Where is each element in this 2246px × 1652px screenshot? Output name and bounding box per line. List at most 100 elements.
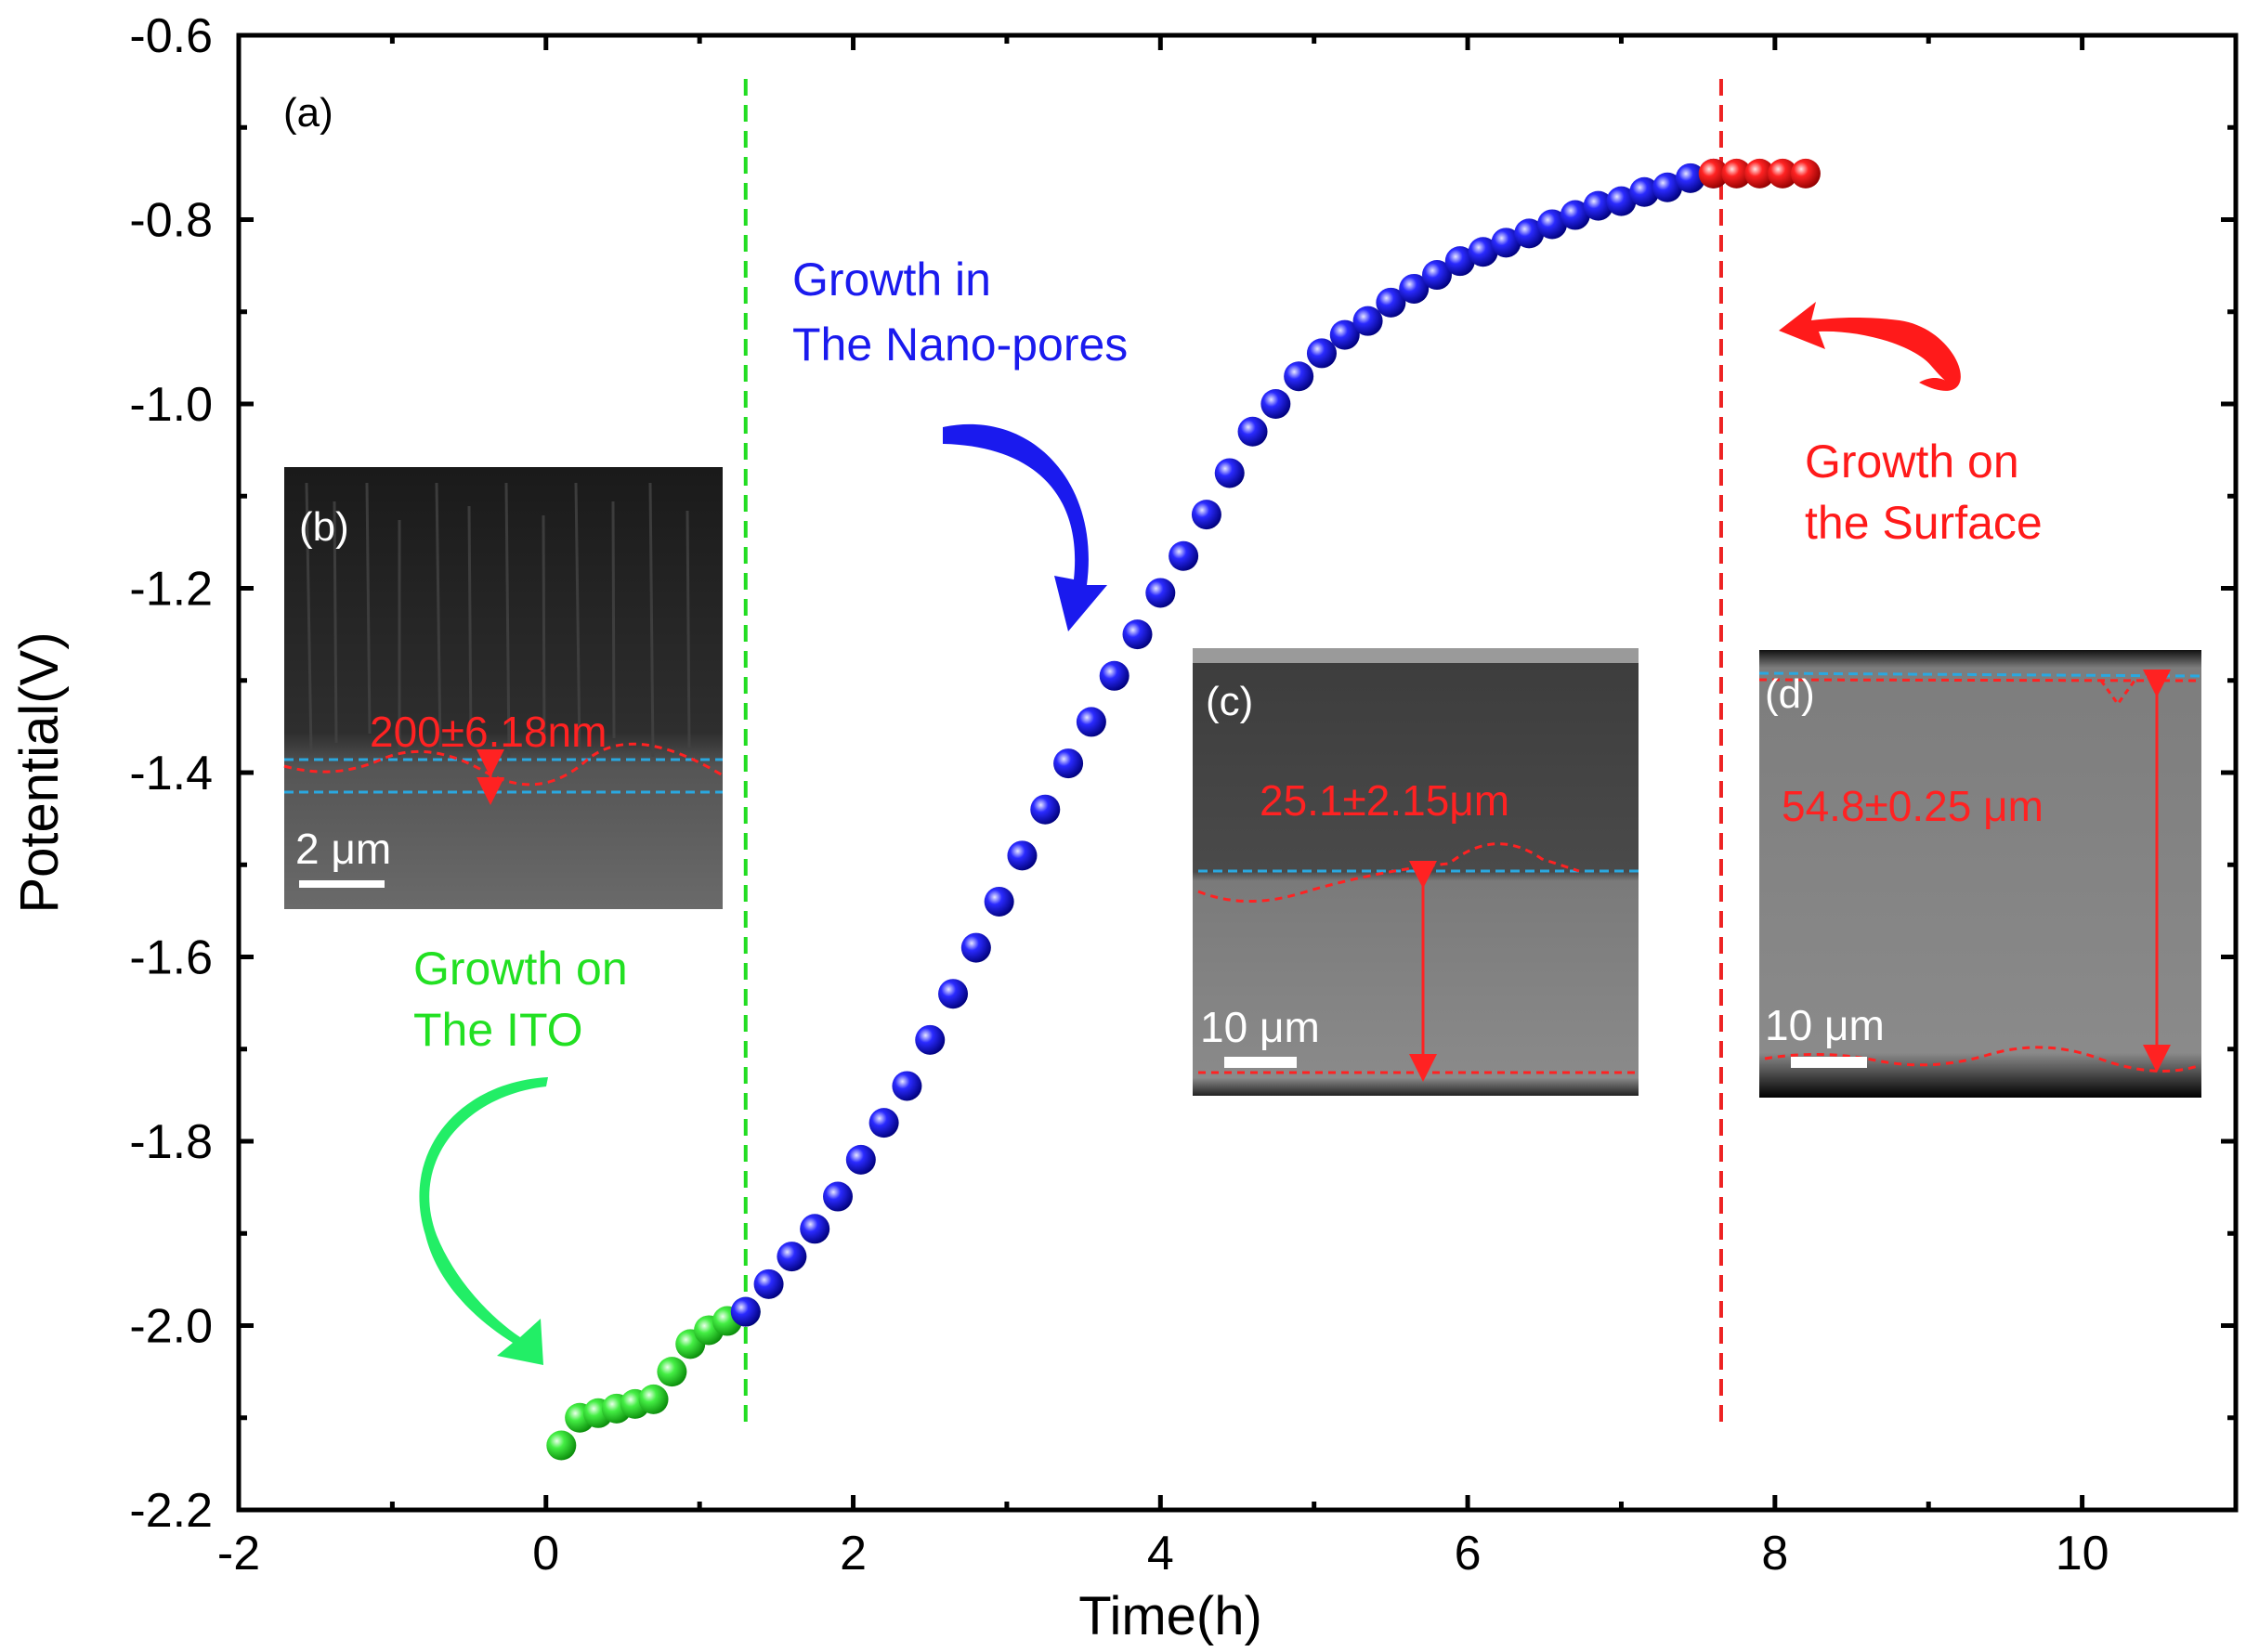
data-point [1306, 338, 1337, 369]
y-tick-label: -1.8 [129, 1115, 213, 1169]
inset-c-top-strip [1193, 648, 1639, 663]
inset-b-texture [305, 482, 691, 758]
data-point [823, 1181, 853, 1212]
panel-label-a: (a) [283, 90, 333, 136]
data-point [1629, 176, 1660, 207]
data-point [892, 1071, 922, 1101]
inset-c: (c) 25.1±2.15μm 10 μm [1193, 648, 1639, 1096]
y-tick-label: -1.2 [129, 563, 213, 617]
inset-b: (b) 200±6.18nm 2 μm [283, 467, 724, 909]
data-point [657, 1357, 687, 1387]
data-point [1468, 237, 1498, 267]
data-point [638, 1384, 669, 1414]
data-point [777, 1242, 807, 1272]
annotation-ito-line2: The ITO [413, 1004, 582, 1056]
data-point [1099, 660, 1130, 691]
data-point [546, 1430, 577, 1461]
inset-d-red-bottom [1764, 1046, 2199, 1073]
surface-arrow [1779, 302, 1961, 391]
series-2 [1698, 158, 1821, 189]
data-point [1422, 260, 1452, 291]
inset-d-scale-bar [1791, 1057, 1867, 1068]
annotation-ito-line1: Growth on [413, 943, 628, 995]
nano-pores-arrow [943, 423, 1107, 631]
data-point [984, 886, 1014, 917]
x-tick-label: 0 [532, 1527, 559, 1580]
series-0 [546, 1296, 761, 1461]
y-tick-label: -2.0 [129, 1300, 213, 1354]
y-tick-label: -1.6 [129, 931, 213, 985]
annotation-nano-line2: The Nano-pores [792, 319, 1128, 371]
data-point [1007, 840, 1038, 871]
data-point [1744, 158, 1775, 189]
x-tick-label: 2 [840, 1527, 867, 1580]
data-point [1790, 158, 1821, 189]
data-point [1076, 707, 1106, 737]
data-point [938, 979, 969, 1009]
data-point [753, 1268, 784, 1299]
data-point [1399, 273, 1430, 304]
data-point [1237, 416, 1268, 447]
inset-b-scale-text: 2 μm [295, 825, 391, 873]
data-point [1698, 158, 1729, 189]
inset-c-red-boundary [1197, 842, 1580, 904]
data-point [1145, 578, 1176, 608]
data-point [845, 1144, 876, 1175]
data-point [1514, 218, 1545, 249]
annotation-surface-line1: Growth on [1805, 436, 2019, 488]
inset-b-scale-bar [299, 880, 385, 888]
inset-c-label: (c) [1206, 679, 1253, 724]
x-axis-title: Time(h) [1078, 1586, 1262, 1646]
inset-d-image [1759, 650, 2201, 1098]
y-tick-label: -0.6 [129, 9, 213, 63]
data-point [868, 1108, 899, 1138]
x-tick-label: -2 [217, 1527, 260, 1580]
divider-lines [743, 79, 1723, 1430]
series-1 [730, 158, 1729, 1327]
inset-d-scale-text: 10 μm [1765, 1001, 1885, 1049]
data-point [1606, 186, 1637, 216]
inset-b-red-boundary [283, 742, 724, 787]
ito-arrow [419, 1077, 548, 1365]
x-tick-label: 10 [2056, 1527, 2109, 1580]
data-point [1583, 190, 1613, 221]
data-point [1675, 163, 1705, 193]
y-tick-label: -1.0 [129, 378, 213, 432]
data-point [1260, 389, 1291, 419]
inset-b-measurement: 200±6.18nm [370, 708, 607, 756]
data-point [1537, 209, 1568, 240]
y-tick-label: -2.2 [129, 1484, 213, 1538]
data-point [1652, 172, 1683, 202]
data-point [1122, 619, 1153, 650]
data-point [1352, 306, 1383, 336]
x-tick-label: 4 [1147, 1527, 1174, 1580]
data-point [1376, 287, 1406, 318]
data-point [1560, 200, 1590, 230]
x-tick-label: 8 [1761, 1527, 1788, 1580]
data-point [1444, 246, 1475, 277]
data-point [1030, 794, 1061, 825]
y-axis-ticks: -0.6 -0.8 -1.0 -1.2 -1.4 -1.6 -1.8 -2.0 -2.2 [129, 9, 2236, 1538]
data-point [1191, 500, 1221, 530]
data-point [1169, 540, 1199, 571]
inset-c-scale-bar [1224, 1057, 1297, 1068]
y-tick-label: -1.4 [129, 747, 213, 800]
data-point [1053, 748, 1084, 779]
data-point [730, 1296, 761, 1327]
inset-d: (d) 54.8±0.25 μm 10 μm [1758, 650, 2202, 1098]
annotation-surface-line2: the Surface [1805, 497, 2043, 549]
inset-d-measurement: 54.8±0.25 μm [1782, 782, 2044, 830]
data-point [1768, 158, 1798, 189]
data-point [1491, 228, 1521, 258]
data-point [960, 932, 991, 963]
inset-d-label: (d) [1765, 671, 1815, 717]
x-tick-label: 6 [1455, 1527, 1482, 1580]
data-point [1721, 158, 1752, 189]
data-point [915, 1024, 946, 1055]
inset-d-red-top [1758, 678, 2202, 683]
x-axis-ticks: -2 0 2 4 6 8 10 [217, 35, 2239, 1580]
inset-c-measurement: 25.1±2.15μm [1260, 776, 1509, 825]
data-point [1329, 319, 1360, 350]
annotation-nano-line1: Growth in [792, 254, 991, 306]
